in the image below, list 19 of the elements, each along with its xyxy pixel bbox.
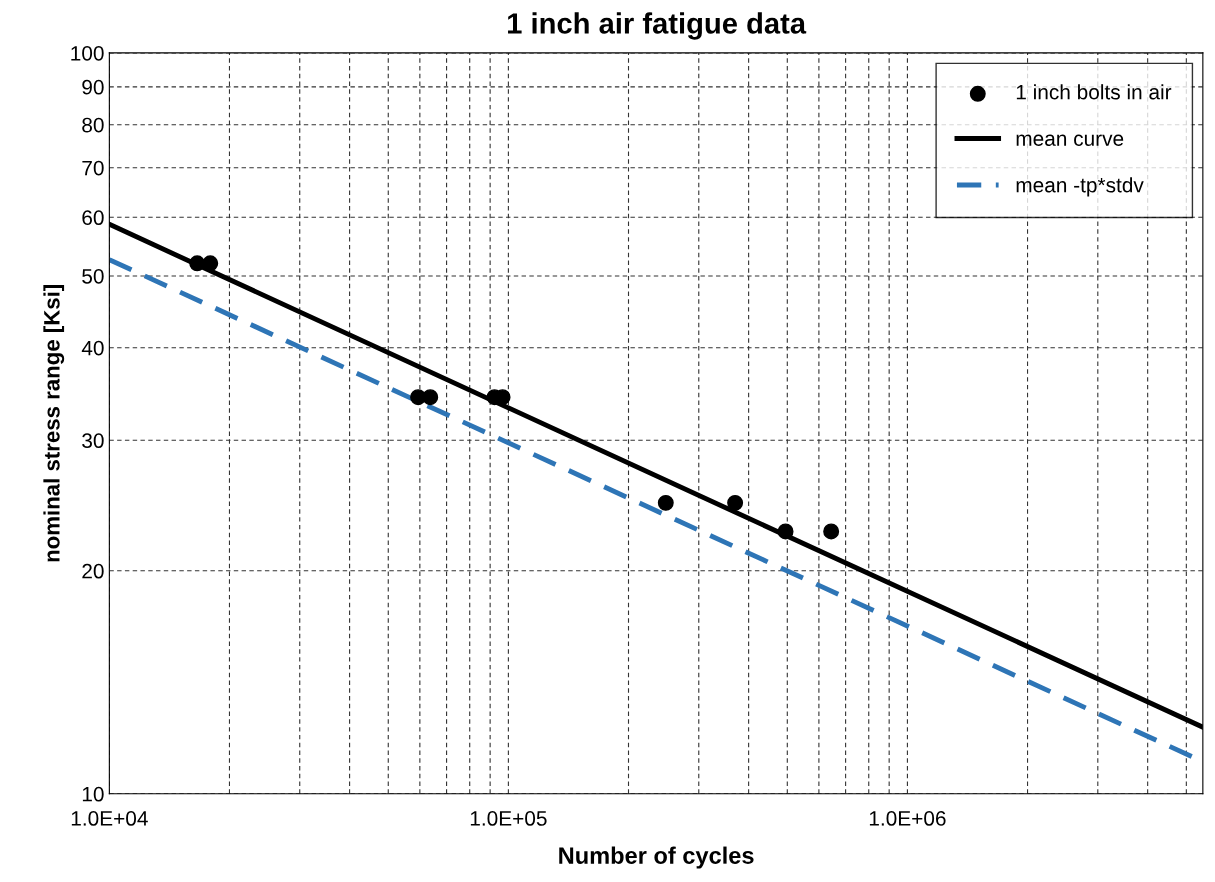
legend-label: 1 inch bolts in air — [1016, 84, 1172, 100]
y-tick-label: 30 — [82, 433, 104, 449]
legend-label: mean curve — [1016, 134, 1124, 146]
y-tick-label: 90 — [82, 79, 104, 95]
y-tick-label: 20 — [82, 563, 104, 579]
x-tick-label: 1.0E+06 — [869, 811, 946, 826]
y-tick-label: 10 — [82, 786, 104, 802]
y-tick-label: 100 — [71, 45, 104, 61]
y-tick-label: 50 — [82, 268, 104, 284]
x-axis-title: Number of cycles — [559, 846, 754, 869]
chart-title: 1 inch air fatigue data — [508, 12, 807, 40]
x-tick-label: 1.0E+05 — [470, 811, 547, 826]
y-tick-label: 70 — [82, 160, 104, 176]
y-tick-label: 60 — [82, 210, 104, 226]
y-tick-label: 40 — [81, 340, 104, 356]
legend-label: mean -tp*stdv — [1016, 177, 1144, 197]
y-tick-label: 80 — [82, 117, 104, 133]
x-tick-label: 1.0E+04 — [71, 811, 148, 826]
y-axis-title: nominal stress range [Ksi] — [43, 285, 65, 562]
